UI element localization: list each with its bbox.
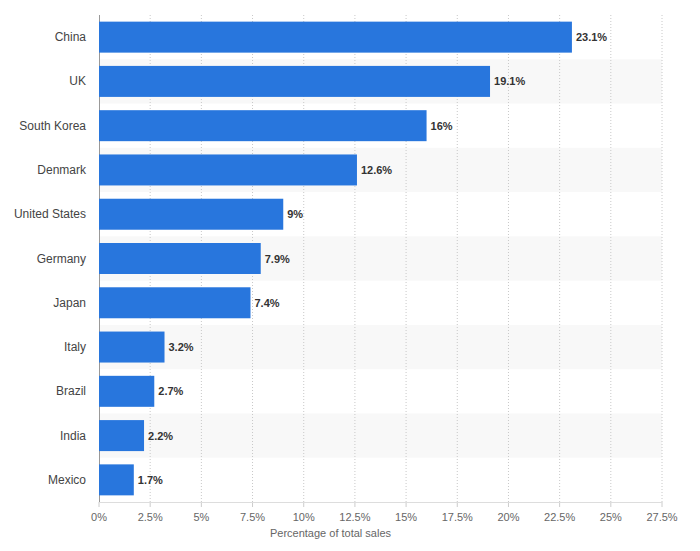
category-label: Italy xyxy=(64,340,86,354)
bar xyxy=(99,199,283,230)
grid-line xyxy=(662,15,663,502)
bar xyxy=(99,287,250,318)
data-label: 16% xyxy=(431,120,453,132)
tick-label: 2.5% xyxy=(138,511,163,523)
category-label: China xyxy=(55,30,87,44)
category-label: South Korea xyxy=(19,119,86,133)
row-stripe xyxy=(99,236,662,280)
category-label: India xyxy=(60,429,86,443)
category-label: UK xyxy=(69,74,86,88)
data-label: 3.2% xyxy=(169,341,194,353)
category-label: Brazil xyxy=(56,384,86,398)
grid-line xyxy=(508,15,509,502)
tick-label: 17.5% xyxy=(442,511,473,523)
row-stripe xyxy=(99,59,662,103)
row-stripe xyxy=(99,325,662,369)
tick-label: 7.5% xyxy=(240,511,265,523)
bar xyxy=(99,110,427,141)
data-label: 7.9% xyxy=(265,253,290,265)
data-label: 19.1% xyxy=(494,75,525,87)
grid-line xyxy=(610,15,611,502)
chart-container: 0% 2.5% 5% 7.5% 10% 12.5% 15% 17.5% 20% 22.5% 25% 2… xyxy=(0,0,700,551)
data-label: 23.1% xyxy=(576,31,607,43)
bar xyxy=(99,66,490,97)
tick-label: 10% xyxy=(293,511,315,523)
category-label: Japan xyxy=(53,296,86,310)
tick-label: 5% xyxy=(193,511,209,523)
axis-title: Percentage of total sales xyxy=(270,527,392,539)
tick-label: 27.5% xyxy=(646,511,677,523)
tick-label: 12.5% xyxy=(339,511,370,523)
tick-label: 15% xyxy=(395,511,417,523)
data-label: 9% xyxy=(287,208,303,220)
category-label: United States xyxy=(14,207,86,221)
data-label: 1.7% xyxy=(138,474,163,486)
category-label: Germany xyxy=(37,252,86,266)
bar xyxy=(99,22,572,53)
data-label: 12.6% xyxy=(361,164,392,176)
category-label: Mexico xyxy=(48,473,86,487)
grid-line xyxy=(559,15,560,502)
bar xyxy=(99,420,144,451)
row-stripe xyxy=(99,148,662,192)
data-label: 2.2% xyxy=(148,430,173,442)
x-axis-line xyxy=(99,502,662,503)
category-label: Denmark xyxy=(37,163,87,177)
tick-label: 20% xyxy=(497,511,519,523)
chart-svg: 0% 2.5% 5% 7.5% 10% 12.5% 15% 17.5% 20% 22.5% 25% 2… xyxy=(0,0,700,551)
bars xyxy=(99,22,572,496)
bar xyxy=(99,243,261,274)
row-stripe xyxy=(99,413,662,457)
bar xyxy=(99,376,154,407)
bar xyxy=(99,332,165,363)
data-label: 2.7% xyxy=(158,385,183,397)
tick-label: 22.5% xyxy=(544,511,575,523)
bar xyxy=(99,464,134,495)
tick-label: 25% xyxy=(600,511,622,523)
tick-label: 0% xyxy=(91,511,107,523)
bar xyxy=(99,154,357,185)
data-label: 7.4% xyxy=(254,297,279,309)
